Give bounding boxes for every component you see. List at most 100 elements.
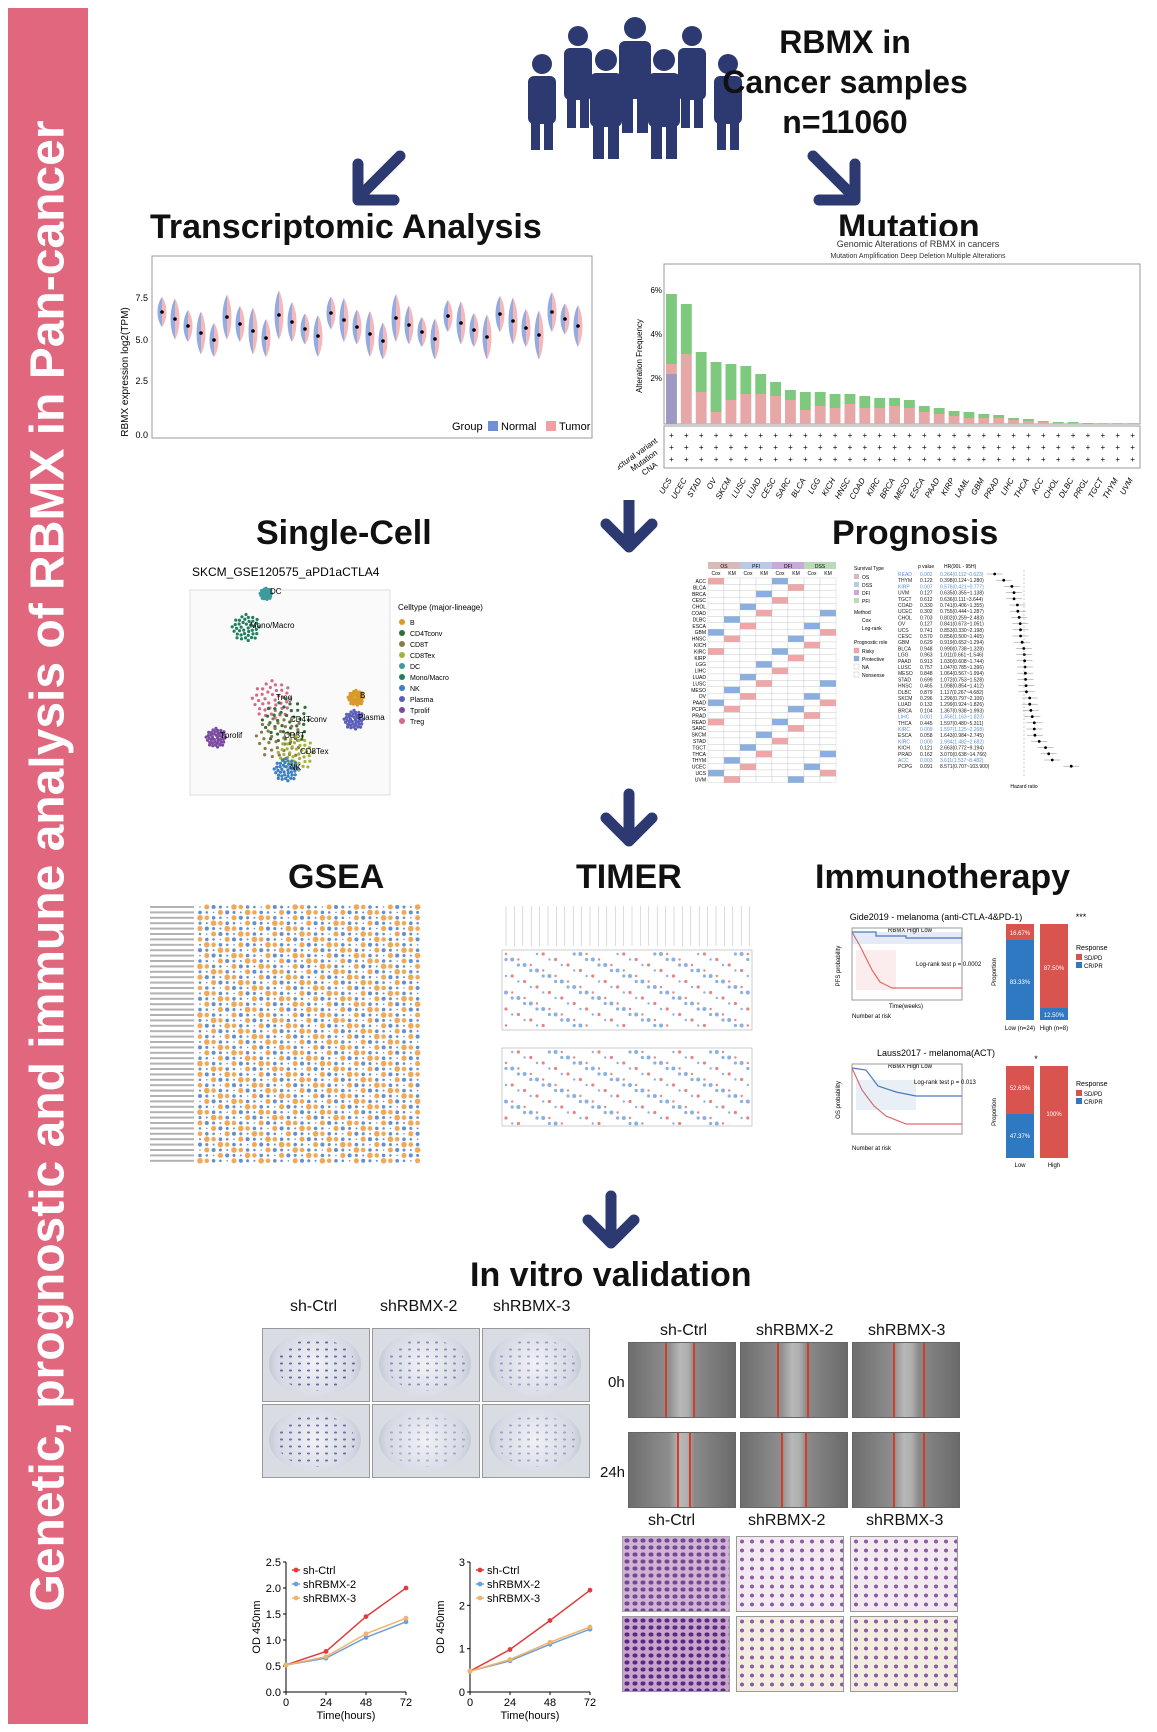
gsea-bubble bbox=[205, 948, 209, 952]
forest-point bbox=[1002, 578, 1006, 582]
gsea-bubble bbox=[307, 1062, 311, 1066]
gsea-bubble bbox=[232, 932, 236, 936]
gsea-bubble bbox=[224, 1034, 230, 1040]
prognosis-cell bbox=[723, 757, 741, 764]
gsea-bubble bbox=[340, 1018, 346, 1023]
gsea-bubble bbox=[416, 1089, 419, 1092]
timer-cell bbox=[746, 1061, 749, 1065]
gsea-bubble bbox=[367, 1039, 373, 1045]
gsea-pathway-label bbox=[150, 1030, 194, 1033]
gsea-bubble bbox=[266, 937, 270, 942]
timer-cell bbox=[529, 985, 532, 989]
violin-median bbox=[342, 318, 346, 322]
gsea-bubble bbox=[219, 1013, 222, 1017]
gsea-bubble bbox=[293, 997, 297, 1001]
prognosis-cell bbox=[819, 584, 837, 591]
gsea-bubble bbox=[367, 1126, 373, 1131]
prognosis-cancer-label: HNSC bbox=[692, 637, 707, 643]
umap-cell bbox=[263, 753, 267, 757]
forest-hr: 0.635(0.355~1.138) bbox=[940, 591, 984, 597]
prognosis-cell bbox=[755, 577, 773, 585]
prognosis-cell bbox=[723, 622, 741, 630]
gsea-bubble bbox=[273, 1121, 277, 1125]
timer-cell bbox=[721, 1088, 725, 1093]
gsea-bubble bbox=[285, 1023, 292, 1029]
gsea-bubble bbox=[206, 1079, 208, 1081]
gsea-bubble bbox=[279, 943, 284, 947]
violin-tumor bbox=[331, 296, 336, 330]
gsea-bubble bbox=[226, 1111, 228, 1113]
gsea-bubble bbox=[402, 1159, 406, 1163]
gsea-bubble bbox=[204, 1109, 210, 1115]
gsea-bubble bbox=[395, 1072, 399, 1076]
prognosis-group-header bbox=[740, 562, 772, 569]
umap-cell bbox=[240, 615, 244, 619]
number-at-risk-2: Number at risk bbox=[852, 1146, 892, 1152]
umap-cell bbox=[280, 767, 284, 771]
gsea-bubble bbox=[258, 1158, 264, 1164]
gsea-bubble bbox=[280, 1051, 284, 1055]
timer-cell bbox=[727, 963, 731, 967]
forest-cancer: UVM bbox=[898, 591, 909, 597]
umap-cell bbox=[270, 734, 274, 739]
gsea-bubble bbox=[308, 949, 310, 951]
gsea-bubble bbox=[292, 915, 298, 921]
gsea-bubble bbox=[362, 1057, 365, 1060]
gsea-bubble bbox=[307, 1051, 311, 1055]
gsea-bubble bbox=[204, 953, 210, 959]
mutation-bar-amp bbox=[770, 396, 781, 424]
timer-cell bbox=[678, 1067, 681, 1070]
umap-cell bbox=[221, 732, 226, 737]
timer-cell bbox=[578, 1077, 582, 1082]
prognosis-cell bbox=[723, 737, 741, 745]
gsea-bubble bbox=[279, 1066, 284, 1072]
gsea-bubble bbox=[334, 1083, 338, 1087]
prognosis-cell bbox=[723, 635, 741, 643]
gsea-bubble bbox=[266, 1019, 270, 1022]
timer-cell bbox=[635, 1083, 638, 1087]
gsea-bubble bbox=[204, 915, 210, 921]
gsea-bubble bbox=[211, 964, 216, 969]
prognosis-cancer-label: BRCA bbox=[692, 592, 707, 598]
gsea-bubble bbox=[199, 1100, 201, 1103]
gsea-bubble bbox=[258, 1012, 264, 1018]
gsea-bubble bbox=[408, 925, 414, 932]
gsea-pathway-label bbox=[150, 906, 194, 908]
gsea-bubble bbox=[387, 1050, 393, 1056]
prognosis-cell bbox=[819, 609, 837, 617]
timer-cell bbox=[702, 1061, 706, 1065]
violin-normal bbox=[391, 294, 396, 342]
header-text: RBMX in Cancer samples n=11060 bbox=[715, 22, 975, 142]
gsea-bubble bbox=[232, 1030, 236, 1033]
mutation-dot: + bbox=[788, 455, 793, 464]
timer-cell bbox=[733, 1023, 737, 1028]
gsea-bubble bbox=[204, 964, 210, 969]
prognosis-cell bbox=[803, 737, 821, 745]
growth-ytick: 0 bbox=[459, 1687, 465, 1699]
gsea-bubble bbox=[224, 996, 230, 1002]
violin-normal bbox=[495, 296, 500, 332]
gsea-bubble bbox=[265, 1061, 271, 1066]
gsea-bubble bbox=[355, 1019, 358, 1022]
gsea-bubble bbox=[246, 938, 249, 941]
violin-median bbox=[368, 332, 372, 336]
violin-tumor bbox=[448, 300, 453, 332]
gsea-bubble bbox=[327, 1045, 331, 1049]
timer-cell bbox=[715, 1083, 718, 1087]
prognosis-cell bbox=[819, 673, 837, 681]
gsea-bubble bbox=[253, 1100, 256, 1103]
gsea-bubble bbox=[204, 1061, 210, 1066]
gsea-bubble bbox=[314, 1122, 317, 1124]
prognosis-cell bbox=[707, 609, 725, 617]
gsea-bubble bbox=[367, 1017, 373, 1023]
gsea-bubble bbox=[260, 954, 262, 957]
timer-cell bbox=[671, 996, 675, 1000]
prognosis-subheader: KM bbox=[760, 571, 768, 577]
gsea-bubble bbox=[333, 920, 339, 926]
gsea-bubble bbox=[258, 974, 264, 980]
timer-cell bbox=[721, 1018, 725, 1022]
gsea-bubble bbox=[294, 1041, 296, 1043]
umap-cell bbox=[218, 743, 222, 747]
gsea-bubble bbox=[415, 1012, 421, 1018]
forest-point bbox=[1023, 671, 1027, 675]
